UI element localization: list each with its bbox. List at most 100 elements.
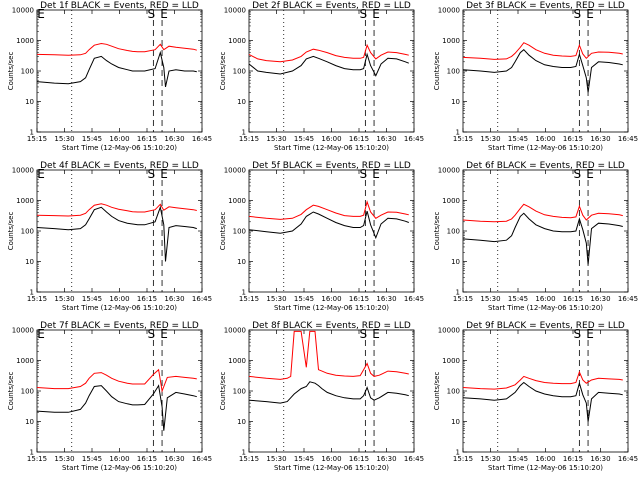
x-tick-label: 15:30 (266, 135, 286, 143)
events-series-line (462, 49, 623, 93)
y-tick-label: 100 (21, 388, 34, 396)
y-tick-label: 10000 (438, 327, 460, 335)
y-tick-label: 100 (233, 228, 246, 236)
x-axis-label: Start Time (12-May-06 15:10:20) (488, 144, 603, 152)
panel-title: Det 2f BLACK = Events, RED = LLD (252, 1, 411, 11)
x-tick-label: 15:15 (239, 135, 259, 143)
plot-frame (248, 169, 415, 293)
x-tick-label: 15:30 (54, 455, 74, 463)
x-tick-label: 16:15 (349, 455, 369, 463)
x-tick-label: 16:15 (563, 135, 583, 143)
y-axis-label: Counts/sec (7, 52, 15, 91)
x-tick-label: 16:15 (563, 295, 583, 303)
x-tick-label: 16:15 (137, 135, 157, 143)
x-tick-label: 16:30 (164, 295, 184, 303)
x-tick-label: 16:45 (618, 295, 638, 303)
marker-letter: S (148, 167, 156, 181)
x-tick-label: 16:30 (376, 295, 396, 303)
x-tick-label: 15:15 (453, 135, 473, 143)
x-tick-label: 16:00 (109, 295, 129, 303)
x-tick-label: 16:45 (618, 455, 638, 463)
y-tick-label: 100 (233, 388, 246, 396)
x-tick-label: 16:45 (192, 455, 212, 463)
y-tick-label: 10 (237, 418, 246, 426)
panel-title: Det 6f BLACK = Events, RED = LLD (466, 161, 625, 171)
y-tick-label: 10000 (438, 7, 460, 15)
marker-letter: E (586, 327, 594, 341)
panel-title: Det 7f BLACK = Events, RED = LLD (40, 321, 199, 331)
y-tick-label: 10 (237, 98, 246, 106)
x-tick-label: 15:30 (480, 455, 500, 463)
detector-panel-3: Det 3f BLACK = Events, RED = LLD 1 10 100 10… (433, 1, 638, 152)
detector-panel-9: Det 9f BLACK = Events, RED = LLD 1 10 100 10… (433, 321, 638, 472)
y-tick-label: 10 (451, 258, 460, 266)
x-tick-label: 16:30 (590, 295, 610, 303)
x-axis-label: Start Time (12-May-06 15:10:20) (62, 144, 177, 152)
plot-frame (462, 9, 629, 133)
x-tick-label: 16:00 (535, 135, 555, 143)
x-tick-label: 16:30 (590, 455, 610, 463)
x-tick-label: 16:30 (376, 455, 396, 463)
y-axis-label: Counts/sec (219, 52, 227, 91)
marker-letter: E (160, 327, 168, 341)
x-tick-label: 16:45 (404, 455, 424, 463)
detector-panel-7: Det 7f BLACK = Events, RED = LLD 1 10 100 10… (7, 321, 212, 472)
x-tick-label: 16:00 (321, 455, 341, 463)
marker-letter: E (160, 7, 168, 21)
lld-series-line (462, 203, 623, 223)
y-tick-label: 1000 (16, 357, 34, 365)
x-tick-label: 15:45 (508, 295, 528, 303)
marker-letter: E (160, 167, 168, 181)
y-tick-label: 10000 (224, 7, 246, 15)
x-tick-label: 16:00 (535, 295, 555, 303)
x-tick-label: 15:15 (27, 135, 47, 143)
marker-letter: S (574, 7, 582, 21)
panel-title: Det 5f BLACK = Events, RED = LLD (252, 161, 411, 171)
y-tick-label: 1 (456, 449, 460, 457)
panel-title: Det 4f BLACK = Events, RED = LLD (40, 161, 199, 171)
y-tick-label: 10 (451, 418, 460, 426)
y-tick-label: 10 (25, 258, 34, 266)
events-series-line (462, 381, 623, 422)
y-tick-label: 1000 (16, 197, 34, 205)
y-axis-label: Counts/sec (7, 212, 15, 251)
panel-title: Det 9f BLACK = Events, RED = LLD (466, 321, 625, 331)
x-tick-label: 15:45 (82, 135, 102, 143)
y-tick-label: 1000 (442, 37, 460, 45)
y-tick-label: 1000 (228, 197, 246, 205)
detector-panel-5: Det 5f BLACK = Events, RED = LLD 1 10 100 10… (219, 161, 424, 312)
events-series-line (36, 384, 197, 431)
y-tick-label: 10000 (224, 327, 246, 335)
y-tick-label: 1 (242, 129, 246, 137)
y-tick-label: 100 (233, 68, 246, 76)
marker-letter: E (586, 167, 594, 181)
x-tick-label: 16:45 (404, 295, 424, 303)
x-tick-label: 16:15 (563, 455, 583, 463)
lld-series-line (248, 330, 409, 380)
x-axis-label: Start Time (12-May-06 15:10:20) (274, 144, 389, 152)
y-tick-label: 10 (451, 98, 460, 106)
y-tick-label: 10000 (438, 167, 460, 175)
x-axis-label: Start Time (12-May-06 15:10:20) (274, 464, 389, 472)
y-axis-label: Counts/sec (219, 372, 227, 411)
y-tick-label: 10 (25, 418, 34, 426)
detector-panel-2: Det 2f BLACK = Events, RED = LLD 1 10 100 10… (219, 1, 424, 152)
y-tick-label: 100 (447, 68, 460, 76)
x-axis-label: Start Time (12-May-06 15:10:20) (62, 304, 177, 312)
marker-letter: E (372, 327, 380, 341)
y-tick-label: 10000 (12, 167, 34, 175)
x-tick-label: 15:45 (508, 455, 528, 463)
plot-frame (462, 169, 629, 293)
x-tick-label: 15:30 (266, 455, 286, 463)
detector-panel-4: Det 4f BLACK = Events, RED = LLD 1 10 100 10… (7, 161, 212, 312)
detector-panel-1: Det 1f BLACK = Events, RED = LLD 1 10 100 10… (7, 1, 212, 152)
y-tick-label: 1000 (228, 37, 246, 45)
marker-letter: S (360, 327, 368, 341)
marker-letter: S (360, 7, 368, 21)
x-tick-label: 15:45 (82, 295, 102, 303)
y-axis-label: Counts/sec (219, 212, 227, 251)
x-tick-label: 15:15 (453, 295, 473, 303)
x-tick-label: 15:15 (239, 295, 259, 303)
y-axis-label: Counts/sec (433, 212, 441, 251)
